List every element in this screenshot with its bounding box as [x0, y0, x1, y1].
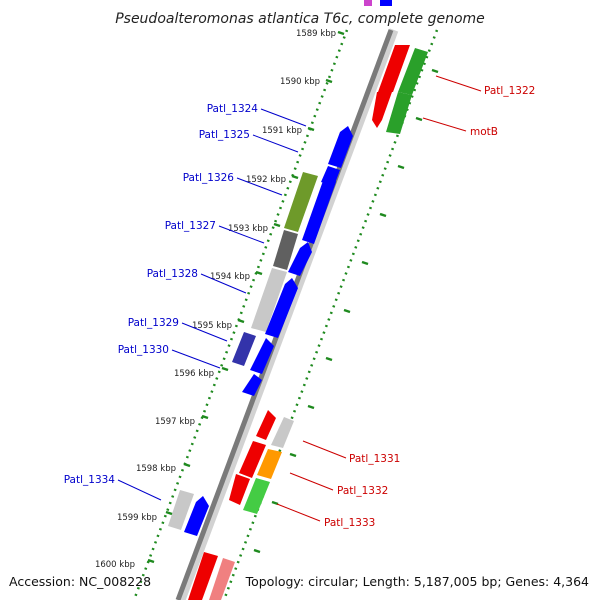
genome-summary-text: Topology: circular; Length: 5,187,005 bp…: [245, 574, 589, 589]
gene-label-patl-1328[interactable]: Patl_1328: [147, 268, 198, 280]
outer-track-marks: [253, 68, 439, 554]
kbp-tick: [291, 174, 299, 180]
kbp-tick: [147, 558, 155, 564]
gene-label-patl-1332[interactable]: Patl_1332: [337, 485, 388, 497]
kbp-label: 1589 kbp: [296, 29, 336, 39]
kbp-tick: [237, 318, 245, 324]
feature-patl-1329: [232, 332, 256, 366]
feature-patl-1324: [328, 126, 353, 168]
gene-label-patl-1322[interactable]: Patl_1322: [484, 85, 535, 97]
feature-patl-1331-b: [239, 441, 266, 478]
leader-line: [117, 479, 162, 501]
plus-gene-labels: Patl_1322 motB Patl_1331 Patl_1332 Patl_…: [276, 75, 535, 529]
feature-patl-1326: [284, 172, 318, 232]
feature-patl-1332-a: [229, 474, 250, 505]
feature-patl-1330: [250, 338, 274, 374]
accession-text: Accession: NC_008228: [9, 574, 151, 589]
feature-bottom-red: [188, 552, 218, 600]
feature-patl-1331-a: [256, 410, 276, 440]
leader-line: [181, 322, 228, 342]
gene-label-patl-1333[interactable]: Patl_1333: [324, 517, 375, 529]
kbp-label: 1596 kbp: [174, 369, 214, 379]
gene-label-patl-1330[interactable]: Patl_1330: [118, 344, 169, 356]
leader-line: [422, 117, 467, 132]
gene-label-patl-1326[interactable]: Patl_1326: [183, 172, 235, 184]
leader-line: [252, 134, 299, 153]
kbp-tick: [273, 222, 281, 228]
gene-label-patl-1327[interactable]: Patl_1327: [165, 220, 216, 232]
feature-patl-1328: [251, 268, 287, 332]
gene-label-motb[interactable]: motB: [470, 126, 498, 138]
kbp-label: 1597 kbp: [155, 417, 195, 427]
gene-label-patl-1325[interactable]: Patl_1325: [199, 129, 250, 141]
kbp-label: 1590 kbp: [280, 77, 320, 87]
leader-line: [435, 75, 482, 92]
feature-motb-a: [398, 48, 428, 95]
leader-line: [200, 273, 247, 294]
tick-track: [132, 29, 349, 600]
leader-line: [171, 349, 221, 369]
feature-patl-1328-arrow: [265, 278, 298, 338]
kbp-label: 1593 kbp: [228, 224, 268, 234]
gene-label-patl-1331[interactable]: Patl_1331: [349, 453, 400, 465]
feature-patl-1333: [243, 478, 270, 514]
kbp-label: 1591 kbp: [262, 126, 302, 136]
leader-line: [260, 108, 307, 127]
kbp-tick: [337, 30, 345, 36]
feature-patl-1327: [273, 230, 298, 270]
feature-top-blue: [380, 0, 392, 6]
feature-patl-1322-a: [378, 45, 410, 92]
minus-gene-labels: Patl_1324 Patl_1325 Patl_1326 Patl_1327 …: [64, 103, 307, 501]
leader-line: [236, 177, 283, 196]
leader-line: [302, 440, 347, 459]
feature-patl-1334: [184, 496, 209, 536]
kbp-tick: [325, 78, 333, 84]
kbp-label: 1599 kbp: [117, 513, 157, 523]
kbp-label: 1594 kbp: [210, 272, 250, 282]
feature-grey-small: [271, 417, 294, 448]
kbp-label: 1592 kbp: [246, 175, 286, 185]
kbp-scale: 1589 kbp 1590 kbp 1591 kbp 1592 kbp 1593…: [95, 29, 345, 570]
feature-patl-1332: [257, 449, 282, 479]
feature-bottom-pink: [209, 558, 235, 600]
kbp-tick: [221, 366, 229, 372]
kbp-tick: [165, 510, 173, 516]
backbone-shadow: [176, 28, 399, 600]
kbp-label: 1595 kbp: [192, 321, 232, 331]
gene-label-patl-1334[interactable]: Patl_1334: [64, 474, 116, 486]
leader-line: [289, 472, 334, 491]
gene-label-patl-1329[interactable]: Patl_1329: [128, 317, 179, 329]
kbp-label: 1598 kbp: [136, 464, 176, 474]
kbp-tick: [255, 270, 263, 276]
leader-line: [276, 503, 321, 522]
feature-top-magenta: [364, 0, 372, 6]
feature-grey-left: [168, 490, 194, 530]
kbp-tick: [307, 126, 315, 132]
feature-patl-1322-b: [372, 92, 392, 128]
kbp-tick: [183, 462, 191, 468]
leader-line: [218, 225, 265, 244]
feature-patl-1330-small: [242, 374, 262, 396]
map-title: Pseudoalteromonas atlantica T6c, complet…: [115, 11, 485, 27]
kbp-tick: [201, 414, 209, 420]
feature-motb-b: [386, 92, 412, 134]
feature-patl-1327-arrow: [288, 242, 312, 276]
kbp-label: 1600 kbp: [95, 560, 135, 570]
feature-patl-1326-arrow: [302, 172, 336, 244]
gene-label-patl-1324[interactable]: Patl_1324: [207, 103, 259, 115]
